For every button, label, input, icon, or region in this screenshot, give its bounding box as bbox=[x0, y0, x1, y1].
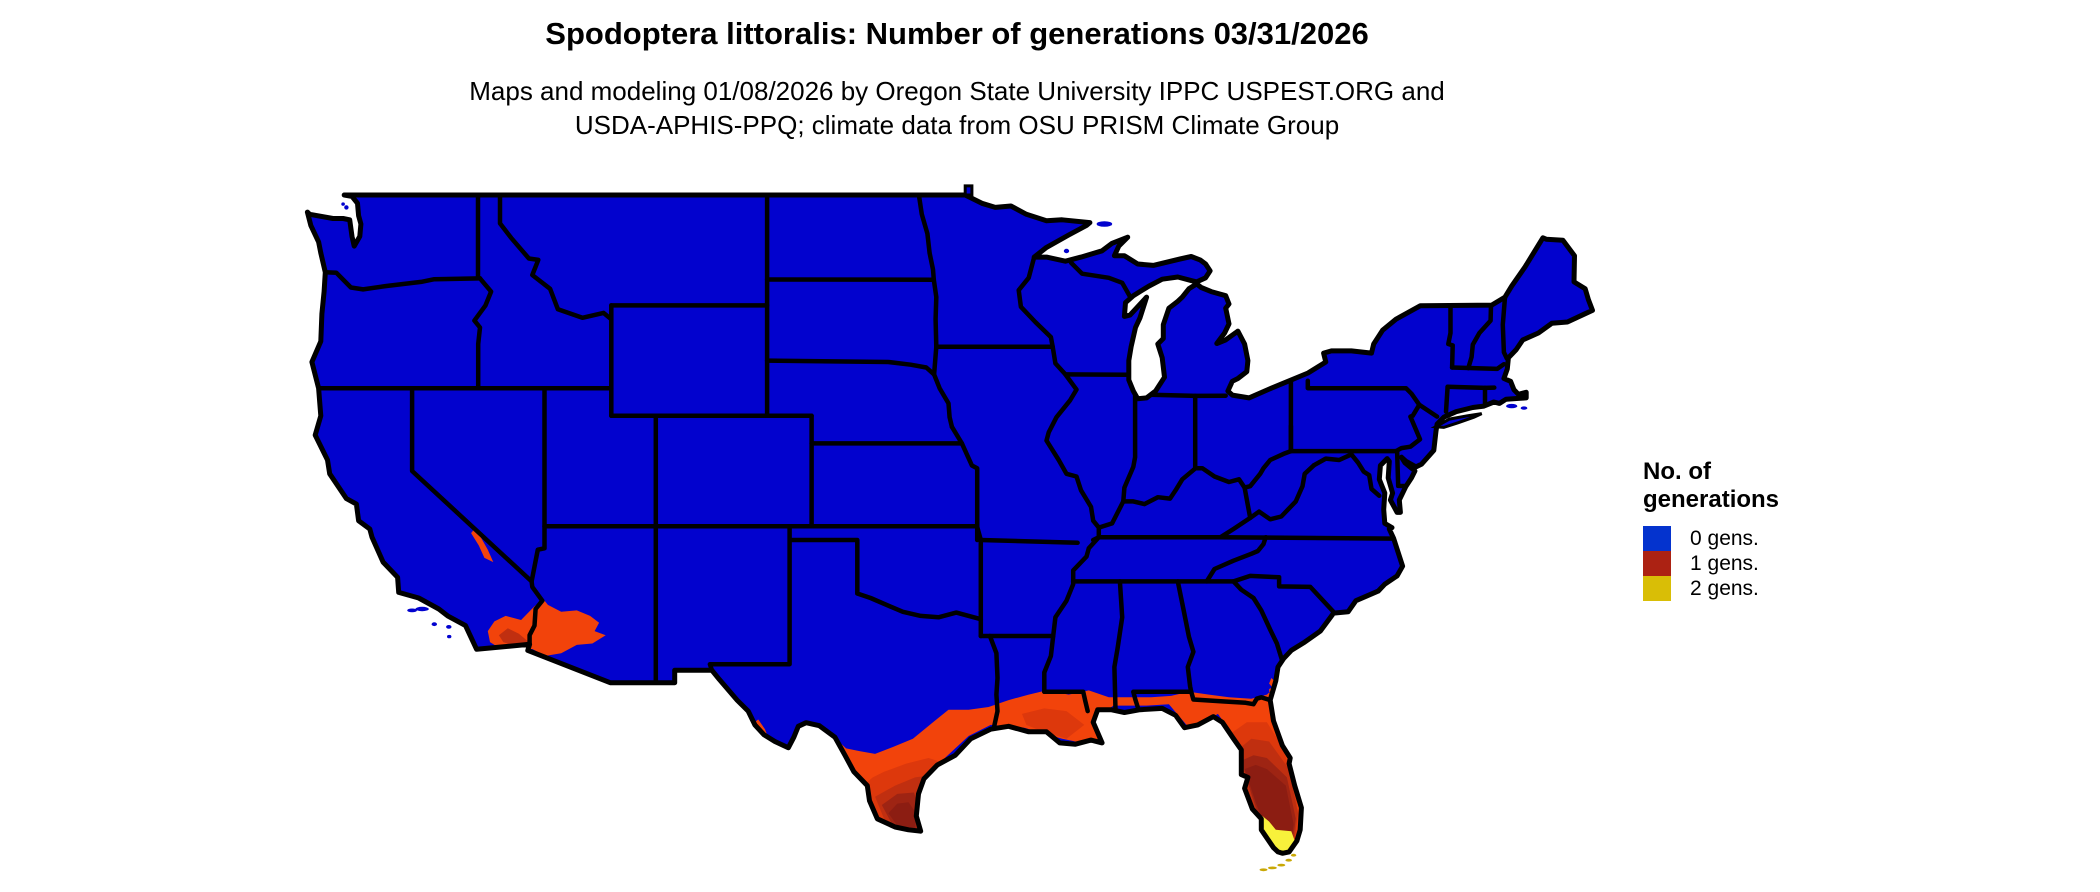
legend-item-2-gens: 2 gens. bbox=[1643, 576, 1903, 601]
florida-keys bbox=[1290, 853, 1297, 857]
map-warm-zone bbox=[888, 802, 917, 830]
map-islands bbox=[341, 202, 1528, 872]
map-subtitle: Maps and modeling 01/08/2026 by Oregon S… bbox=[0, 74, 1914, 142]
map-state-borders bbox=[316, 195, 1510, 729]
map-warm-zone bbox=[471, 529, 494, 563]
legend-swatch-1-gens bbox=[1643, 551, 1671, 576]
map-warm-zone bbox=[1022, 708, 1085, 739]
florida-keys bbox=[1285, 858, 1292, 862]
map-title: Spodoptera littoralis: Number of generat… bbox=[545, 16, 1369, 51]
legend-item-label: 0 gens. bbox=[1690, 527, 1759, 550]
legend-title: No. of generations bbox=[1643, 458, 1903, 514]
legend-title-line-2: generations bbox=[1643, 486, 1780, 513]
florida-keys bbox=[1277, 863, 1286, 867]
legend-title-line-1: No. of bbox=[1643, 458, 1711, 485]
legend-item-0-gens: 0 gens. bbox=[1643, 526, 1903, 551]
florida-keys bbox=[1267, 866, 1277, 870]
florida-keys bbox=[1259, 868, 1268, 872]
legend-rows: 0 gens. 1 gens. 2 gens. bbox=[1643, 526, 1903, 601]
legend-item-1-gens: 1 gens. bbox=[1643, 551, 1903, 576]
legend: No. of generations 0 gens. 1 gens. 2 gen… bbox=[1643, 458, 1903, 601]
map-subtitle-line-2: USDA-APHIS-PPQ; climate data from OSU PR… bbox=[574, 110, 1340, 140]
legend-swatch-0-gens bbox=[1643, 526, 1671, 551]
map-subtitle-line-1: Maps and modeling 01/08/2026 by Oregon S… bbox=[469, 76, 1445, 106]
map-warm-zone bbox=[1244, 764, 1294, 850]
legend-item-label: 2 gens. bbox=[1690, 577, 1759, 600]
legend-item-label: 1 gens. bbox=[1690, 552, 1759, 575]
map-national-outline bbox=[304, 192, 1595, 856]
northwest-angle bbox=[963, 184, 974, 197]
legend-swatch-2-gens bbox=[1643, 576, 1671, 601]
